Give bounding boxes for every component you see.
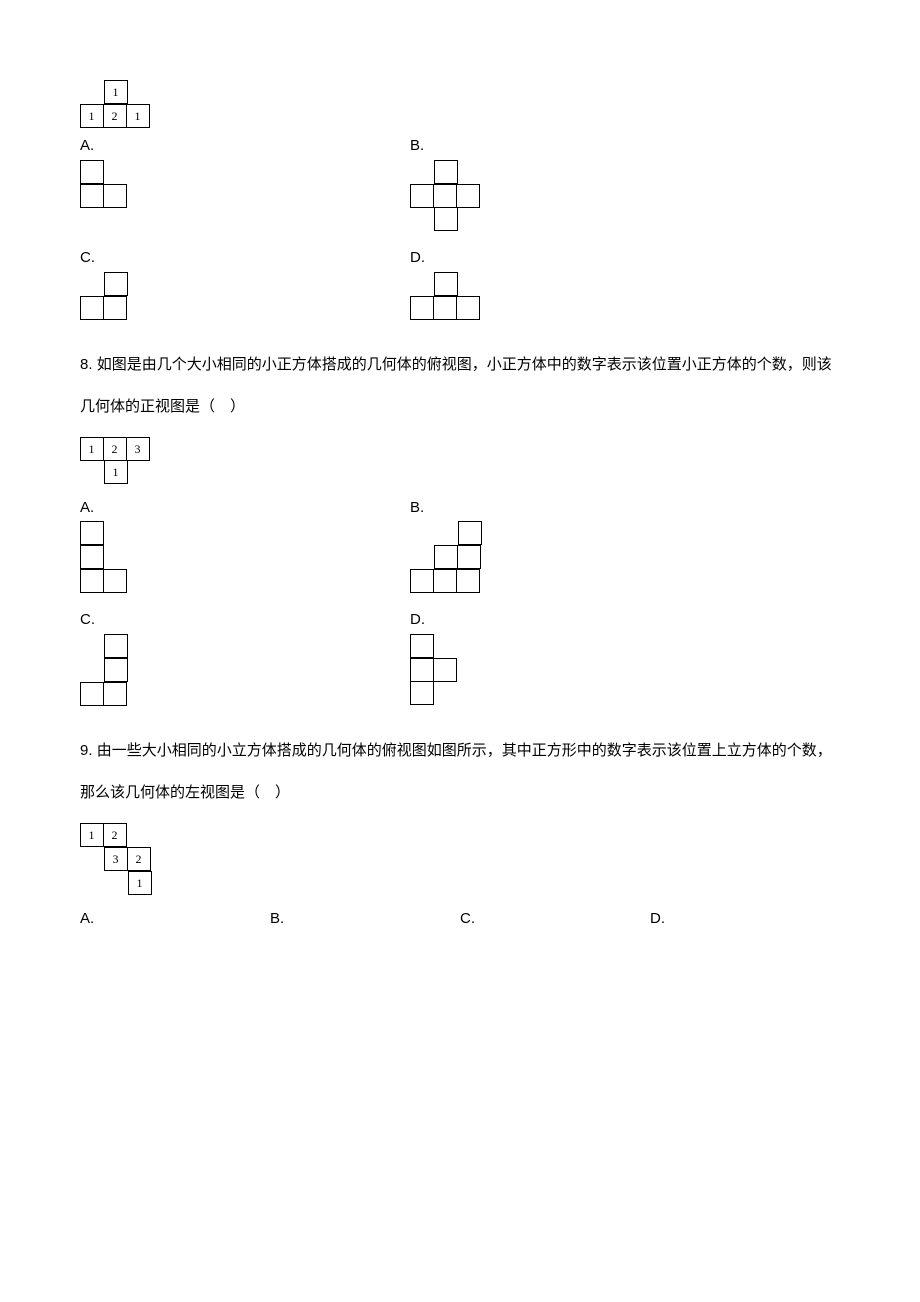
q9-topview: 12321	[80, 824, 840, 900]
q9-option-c-label: C.	[460, 910, 650, 927]
q8-topview: 1231	[80, 438, 840, 489]
q8-option-a-label: A.	[80, 499, 410, 516]
q8-text: 8. 如图是由几个大小相同的小正方体搭成的几何体的俯视图，小正方体中的数字表示该…	[80, 344, 840, 428]
q7-option-c-figure	[80, 272, 127, 319]
q8-option-b-figure	[410, 522, 481, 593]
q7-topview: 1121	[80, 80, 840, 127]
q8-option-row-ab: A. B.	[80, 499, 840, 516]
q8-option-imgs-ab	[80, 522, 840, 598]
q8-option-d-label: D.	[410, 611, 740, 628]
q8-number: 8.	[80, 356, 93, 373]
q9-option-row: A. B. C. D.	[80, 910, 840, 927]
q7-option-d-figure	[410, 272, 481, 319]
q9-option-b-label: B.	[270, 910, 460, 927]
q8-option-a-figure	[80, 522, 127, 593]
q7-option-c-label: C.	[80, 249, 410, 266]
q7-option-row-ab: A. B.	[80, 137, 840, 154]
q8-option-c-figure	[80, 634, 127, 705]
q9-body: 由一些大小相同的小立方体搭成的几何体的俯视图如图所示，其中正方形中的数字表示该位…	[80, 742, 832, 801]
q8-body: 如图是由几个大小相同的小正方体搭成的几何体的俯视图，小正方体中的数字表示该位置小…	[80, 356, 832, 415]
q8-option-d-figure	[410, 634, 457, 705]
q8-option-row-cd: C. D.	[80, 611, 840, 628]
q9-text: 9. 由一些大小相同的小立方体搭成的几何体的俯视图如图所示，其中正方形中的数字表…	[80, 730, 840, 814]
q7-option-imgs-ab	[80, 160, 840, 235]
q8-option-b-label: B.	[410, 499, 740, 516]
q7-option-b-label: B.	[410, 137, 740, 154]
q7-option-row-cd: C. D.	[80, 249, 840, 266]
q7-option-imgs-cd	[80, 272, 840, 324]
q7-option-d-label: D.	[410, 249, 740, 266]
q7-option-b-figure	[410, 160, 481, 231]
q9-option-d-label: D.	[650, 910, 840, 927]
q9-number: 9.	[80, 742, 93, 759]
q7-option-a-figure	[80, 160, 127, 207]
q7-option-a-label: A.	[80, 137, 410, 154]
q9-option-a-label: A.	[80, 910, 270, 927]
q8-option-c-label: C.	[80, 611, 410, 628]
q8-option-imgs-cd	[80, 634, 840, 710]
